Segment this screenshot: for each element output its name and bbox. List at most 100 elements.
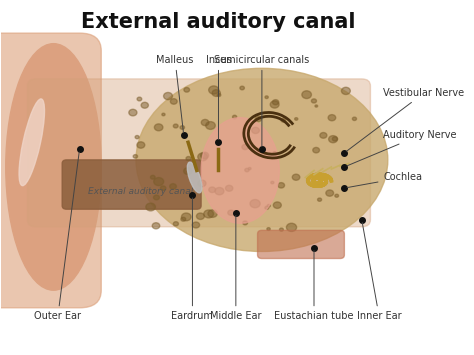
Circle shape [201,119,209,126]
Circle shape [246,143,249,146]
Circle shape [273,202,281,208]
Circle shape [245,168,249,172]
Circle shape [135,136,139,139]
Circle shape [315,105,318,107]
Circle shape [292,174,300,180]
Circle shape [328,115,336,121]
Circle shape [152,223,160,229]
Circle shape [233,115,237,119]
Circle shape [267,204,270,207]
Circle shape [183,168,192,175]
Circle shape [173,222,179,226]
Ellipse shape [6,44,101,290]
Circle shape [332,137,337,141]
FancyBboxPatch shape [62,160,201,209]
Text: Cochlea: Cochlea [347,173,422,187]
Circle shape [273,100,279,105]
Ellipse shape [136,68,388,251]
Circle shape [141,102,148,108]
Circle shape [170,184,176,189]
Circle shape [217,94,221,97]
Circle shape [248,168,251,170]
Circle shape [201,152,209,159]
Circle shape [215,187,224,195]
Text: Vestibular Nerve: Vestibular Nerve [346,88,465,151]
Text: Incus: Incus [206,55,231,140]
Circle shape [270,101,279,108]
Text: Eustachian tube: Eustachian tube [274,251,354,321]
Circle shape [278,182,284,188]
Circle shape [228,210,234,215]
Circle shape [198,153,208,161]
Circle shape [173,124,178,128]
Circle shape [335,194,338,197]
Circle shape [281,119,286,122]
Circle shape [181,217,186,221]
Circle shape [255,116,262,122]
Circle shape [198,180,206,187]
Text: External auditory canal: External auditory canal [88,187,193,196]
Circle shape [311,99,317,103]
Circle shape [129,109,137,116]
FancyBboxPatch shape [27,79,371,227]
Circle shape [352,117,356,120]
Text: Eardrum: Eardrum [172,198,213,321]
Text: Outer Ear: Outer Ear [34,152,82,321]
Circle shape [328,136,337,143]
Circle shape [273,152,276,154]
Circle shape [208,210,217,217]
FancyBboxPatch shape [0,33,101,308]
Circle shape [170,99,177,104]
Circle shape [265,206,269,209]
Circle shape [209,187,216,192]
Circle shape [271,181,274,184]
Circle shape [326,190,334,196]
Circle shape [137,97,142,101]
Text: Malleus: Malleus [156,55,194,132]
Circle shape [226,185,233,191]
Circle shape [192,222,200,228]
Circle shape [209,86,219,94]
Text: External auditory canal: External auditory canal [81,12,356,32]
Ellipse shape [19,99,45,186]
FancyBboxPatch shape [257,230,345,258]
Circle shape [206,122,215,130]
Circle shape [318,182,322,186]
Circle shape [154,178,164,186]
Circle shape [182,213,191,221]
Circle shape [318,198,321,201]
Circle shape [155,124,163,131]
Ellipse shape [187,162,202,193]
Text: Middle Ear: Middle Ear [210,215,262,321]
Circle shape [243,221,247,225]
Circle shape [286,223,297,231]
Circle shape [250,200,260,208]
Ellipse shape [201,118,279,223]
Text: Inner Ear: Inner Ear [357,223,401,321]
Circle shape [180,126,184,129]
Circle shape [150,175,155,179]
Circle shape [252,127,259,133]
Circle shape [265,96,268,99]
Circle shape [160,186,166,190]
Circle shape [267,228,270,230]
Circle shape [133,155,137,158]
Circle shape [196,213,204,219]
Circle shape [242,144,248,150]
Circle shape [146,203,155,211]
Circle shape [137,142,145,148]
Circle shape [302,91,311,99]
Circle shape [154,195,159,200]
Circle shape [204,210,214,218]
Circle shape [186,157,191,160]
Circle shape [313,147,319,153]
Circle shape [320,132,327,138]
Circle shape [341,87,350,94]
Text: Auditory Nerve: Auditory Nerve [347,130,457,166]
Circle shape [162,113,165,116]
Circle shape [164,92,173,100]
Circle shape [212,90,220,97]
Text: Semicircular canals: Semicircular canals [214,55,310,147]
Circle shape [240,86,245,90]
Circle shape [295,118,298,120]
